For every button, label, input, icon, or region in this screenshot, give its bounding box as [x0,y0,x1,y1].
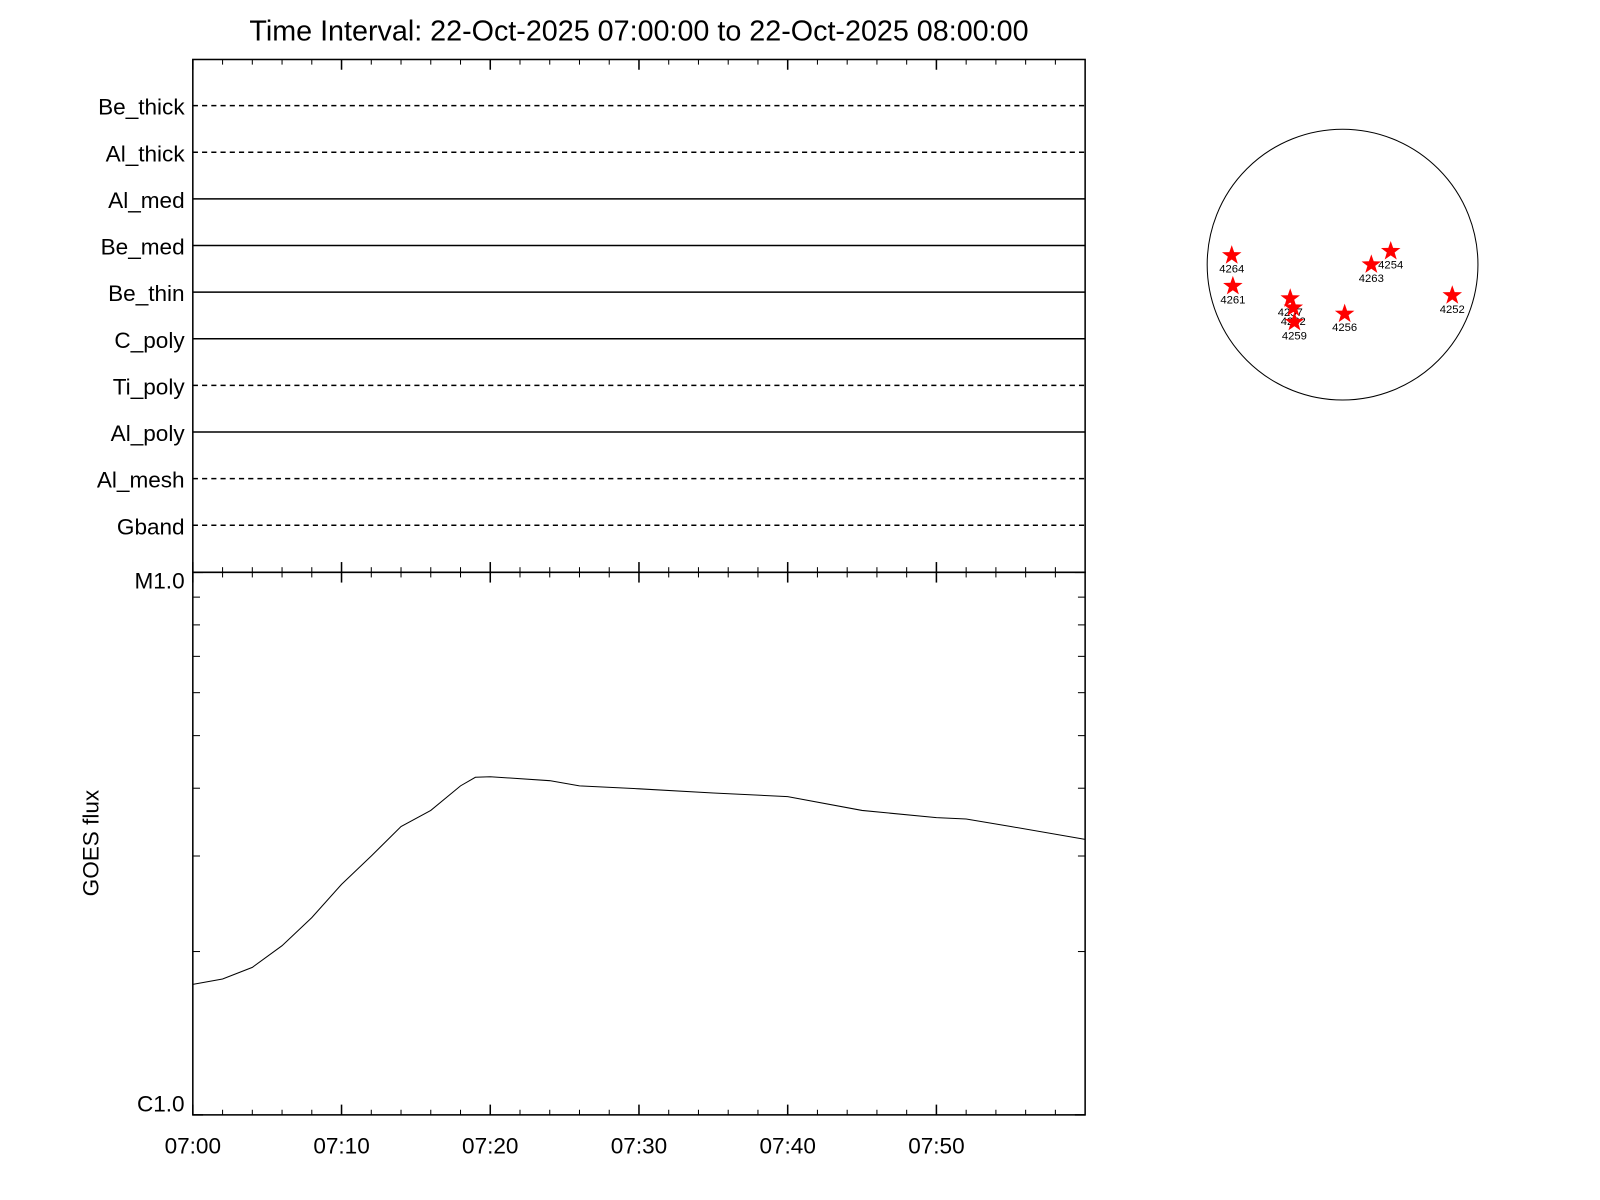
flux-panel-frame [192,571,1086,1116]
x-tick-label: 07:30 [611,1134,667,1159]
channel-label: Gband [117,514,185,539]
region-star [1380,240,1401,260]
y-tick-label: C1.0 [137,1092,185,1117]
solar-disk [1206,128,1479,401]
channel-label: Be_thin [108,281,184,306]
region-label: 4259 [1282,330,1307,342]
channel-label: Al_thick [106,141,186,166]
region-label: 4261 [1220,294,1245,306]
channel-label: Al_mesh [97,468,185,493]
region-label: 4263 [1359,273,1384,285]
channel-label: C_poly [114,328,185,353]
x-tick-label: 07:40 [759,1134,815,1159]
region-label: 4264 [1219,264,1244,276]
region-star [1283,297,1304,317]
x-tick-label: 07:00 [165,1134,221,1159]
y-axis-label: GOES flux [78,789,103,896]
channel-label: Ti_poly [113,374,186,399]
region-star [1221,245,1242,264]
x-tick-label: 07:50 [908,1134,964,1159]
region-star [1334,303,1355,323]
x-tick-label: 07:20 [462,1134,518,1159]
region-star [1223,275,1243,295]
region-star [1280,288,1300,307]
region-label: 4254 [1378,260,1403,272]
channel-label: Be_med [101,235,185,260]
region-label: 4256 [1332,322,1357,334]
chart-title: Time Interval: 22-Oct-2025 07:00:00 to 2… [249,15,1028,47]
flux-line [192,776,1086,985]
region-label: 4252 [1440,304,1465,316]
channel-label: Be_thick [98,95,185,120]
channel-panel-frame [192,58,1086,574]
channel-label: Al_med [108,188,184,213]
region-star [1284,311,1305,331]
x-tick-label: 07:10 [313,1134,369,1159]
channel-label: Al_poly [111,421,186,446]
y-tick-label: M1.0 [134,569,184,594]
region-star [1361,254,1382,273]
region-star [1442,285,1463,304]
